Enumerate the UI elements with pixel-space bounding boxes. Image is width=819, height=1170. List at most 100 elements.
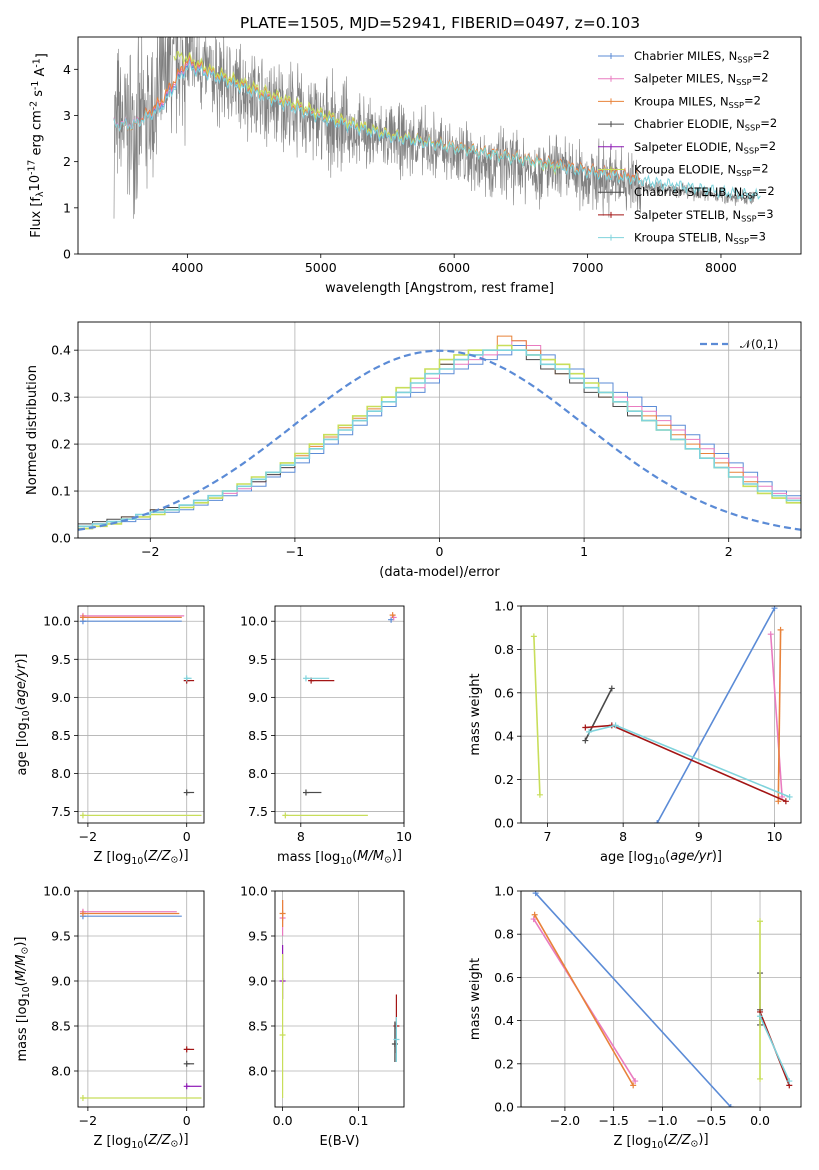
y-tick-label: 8.0 (51, 1064, 71, 1079)
y-tick-label: 8.0 (248, 766, 268, 781)
y-tick-label: 0.2 (494, 1056, 514, 1071)
y-tick-label: 0.6 (494, 970, 514, 985)
panel-massweight-vs-Z: −2.0 −1.5 −1.0 −0.5 0.0 0.0 0.2 0.4 0.6 0.8 1.0 Z [… (468, 884, 802, 1151)
data-point (279, 910, 286, 917)
data-point (183, 1060, 190, 1067)
plot-area-massweight-vs-Z (530, 891, 793, 1107)
x-tick-label: −1.0 (647, 1113, 677, 1128)
model-spectrum-kroupa-stelib (113, 59, 761, 202)
axes-frame (77, 605, 205, 824)
legend-label: Kroupa STELIB, NSSP=3 (634, 230, 766, 246)
x-axis-label: wavelength [Angstrom, rest frame] (325, 281, 554, 296)
data-point (786, 1078, 793, 1085)
x-tick-label: 0 (183, 1113, 191, 1128)
y-tick-label: 1 (63, 200, 71, 215)
x-tick-label: 2 (725, 544, 733, 559)
data-point (775, 798, 782, 805)
y-tick-label: 0.0 (51, 531, 71, 546)
data-point (530, 916, 537, 923)
x-tick-label: 8 (297, 829, 305, 844)
data-point (183, 675, 190, 682)
y-tick-label: 0.2 (494, 772, 514, 787)
x-tick-label: 4000 (171, 260, 203, 275)
y-tick-label: 10.0 (240, 614, 268, 629)
panel-age-vs-Z: −2 0 7.5 8.0 8.5 9.0 9.5 10.0 Z [log10(Z/Z⊙)] age… (14, 605, 205, 867)
y-tick-label: 0.0 (494, 1100, 514, 1115)
axes-frame (77, 890, 205, 1108)
data-point (79, 614, 86, 621)
data-point (767, 631, 774, 638)
y-tick-label: 0.0 (494, 816, 514, 831)
x-tick-label: 1 (580, 544, 588, 559)
data-point (79, 1095, 86, 1101)
axes-frame (274, 890, 405, 1108)
data-point (183, 1083, 190, 1090)
data-point (612, 722, 619, 729)
series-line-chabrier-miles (656, 607, 776, 823)
legend-label: 𝒩(0,1) (740, 337, 778, 351)
data-point (786, 793, 793, 800)
y-tick-label: 8.5 (51, 1019, 71, 1034)
data-point (777, 626, 784, 633)
plot-area-massweight-vs-age (530, 606, 793, 823)
y-tick-label: 0.6 (494, 685, 514, 700)
y-tick-label: 2 (63, 154, 71, 169)
axes-frame (77, 321, 802, 539)
y-tick-label: 9.5 (248, 929, 268, 944)
data-point (536, 791, 543, 798)
plot-area-mass-vs-Z (79, 908, 202, 1101)
data-point (782, 798, 789, 805)
series-line-kroupa-stelib (759, 1015, 791, 1082)
y-tick-label: 8.5 (248, 1019, 268, 1034)
panel-mass-vs-EBV: 0.0 0.1 8.0 8.5 9.0 9.5 10.0 E(B-V) (240, 884, 405, 1149)
y-tick-label: 1.0 (494, 884, 514, 899)
axes-frame (274, 605, 405, 824)
data-point (582, 737, 589, 744)
x-tick-label: −2.0 (550, 1113, 580, 1128)
x-tick-label: 5000 (305, 260, 337, 275)
x-tick-label: −1 (286, 544, 304, 559)
y-tick-label: 8.5 (51, 728, 71, 743)
plot-area-spectrum (113, 37, 761, 219)
y-axis-label: age [log10(age/yr)] (14, 653, 32, 775)
legend-label: Chabrier MILES, NSSP=2 (634, 48, 770, 64)
x-tick-label: 0.0 (273, 1113, 293, 1128)
y-tick-label: 0.4 (51, 343, 71, 358)
y-tick-label: 1.0 (494, 599, 514, 614)
axes-frame (77, 36, 802, 255)
data-point (630, 1082, 637, 1089)
legend-label: Chabrier STELIB, NSSP=2 (634, 184, 775, 200)
legend-label: Salpeter MILES, NSSP=2 (634, 71, 769, 87)
y-tick-label: 0.8 (494, 642, 514, 657)
y-axis-label: Normed distribution (25, 365, 40, 495)
data-point (183, 789, 190, 796)
x-tick-label: −2 (79, 829, 97, 844)
y-tick-label: 7.5 (248, 804, 268, 819)
y-tick-label: 0.3 (51, 390, 71, 405)
y-axis-label: mass weight (468, 958, 483, 1040)
data-point (389, 612, 396, 619)
x-tick-label: −2 (79, 1113, 97, 1128)
x-axis-label: Z [log10(Z/Z⊙)] (93, 848, 188, 867)
x-axis-label: mass [log10(M/M⊙)] (277, 848, 402, 867)
x-axis-label: age [log10(age/yr)] (600, 849, 722, 867)
data-point (302, 675, 309, 682)
y-tick-label: 10.0 (240, 884, 268, 899)
y-tick-label: 0.4 (494, 729, 514, 744)
panel-age-vs-mass: 8 10 7.5 8.0 8.5 9.0 9.5 10.0 mass [log10(M/M⊙)] (240, 605, 412, 867)
series-line-kroupa-miles (534, 914, 634, 1086)
y-tick-label: 0.4 (494, 1013, 514, 1028)
x-tick-label: 8000 (705, 260, 737, 275)
x-tick-label: 8 (619, 829, 627, 844)
data-point (530, 633, 537, 640)
data-point (183, 1046, 190, 1053)
series-line-kroupa-miles (777, 629, 782, 802)
y-tick-label: 9.5 (248, 652, 268, 667)
y-axis-label: mass weight (468, 673, 483, 755)
x-tick-label: 7 (544, 829, 552, 844)
y-tick-label: 8.5 (248, 728, 268, 743)
data-point (654, 820, 661, 823)
x-tick-label: −2 (141, 544, 159, 559)
y-tick-label: 0.8 (494, 927, 514, 942)
